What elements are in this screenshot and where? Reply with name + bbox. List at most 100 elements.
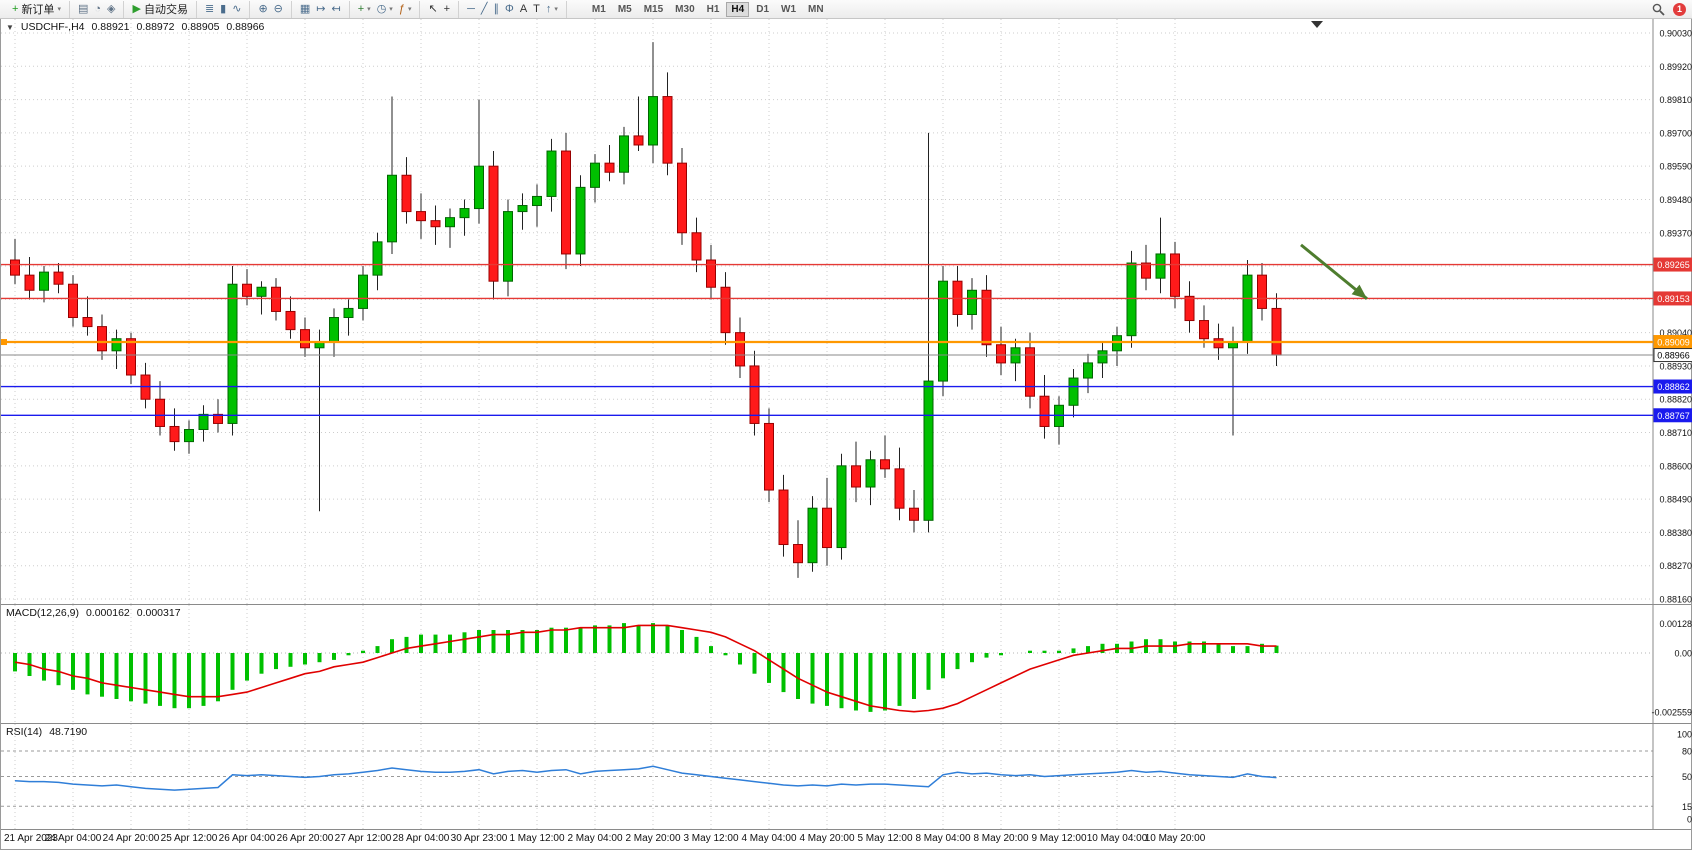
candle-up bbox=[459, 199, 470, 236]
macd-signal-line bbox=[14, 624, 1277, 713]
time-label: 2 May 20:00 bbox=[625, 833, 681, 844]
zoom-in-icon[interactable]: ⊕ bbox=[255, 1, 270, 17]
navigator-icon: ◈ bbox=[107, 2, 116, 15]
candlestick-chart-icon: ▮ bbox=[220, 2, 227, 15]
alerts-icon[interactable]: ◔ bbox=[91, 1, 104, 17]
candle-down bbox=[909, 490, 919, 533]
channel-tool-icon[interactable]: ∥ bbox=[491, 1, 503, 17]
channel-tool-icon: ∥ bbox=[493, 2, 500, 15]
time-label: 9 May 12:00 bbox=[1031, 833, 1087, 844]
chart-shift-icon[interactable]: ↤ bbox=[329, 1, 344, 17]
candlestick-chart-icon[interactable]: ▮ bbox=[217, 1, 229, 17]
timeframe-h4[interactable]: H4 bbox=[726, 1, 750, 17]
axis-label: 15 bbox=[1682, 802, 1692, 812]
chart-type-group: ≣ ▮ ∿ bbox=[197, 0, 251, 18]
time-label: 2 May 04:00 bbox=[567, 833, 623, 844]
horizontal-line-tool-icon[interactable]: ─ bbox=[464, 1, 478, 17]
chart-shift-marker[interactable] bbox=[1311, 21, 1323, 28]
time-label: 28 Apr 04:00 bbox=[392, 833, 450, 844]
dropdown-caret-icon: ▾ bbox=[407, 6, 412, 13]
time-label: 25 Apr 12:00 bbox=[160, 833, 218, 844]
timeframe-m1[interactable]: M1 bbox=[591, 3, 606, 15]
support-2-badge-label: 0.88767 bbox=[1657, 411, 1690, 421]
axis-label: 0.00 bbox=[1674, 649, 1692, 659]
auto-scroll-icon[interactable]: ↦ bbox=[313, 1, 328, 17]
auto-scroll-icon: ↦ bbox=[316, 2, 326, 15]
candle-up bbox=[532, 184, 542, 227]
candle-down bbox=[706, 244, 716, 300]
candle-down bbox=[1141, 244, 1151, 291]
indicators-icon[interactable]: ƒ ▾ bbox=[396, 1, 415, 17]
current-price-badge-label: 0.88966 bbox=[1657, 351, 1690, 361]
axis-label: 0.89700 bbox=[1659, 128, 1692, 138]
price-panel: ▼ USDCHF-,H4 0.88921 0.88972 0.88905 0.8… bbox=[1, 19, 1692, 604]
timeframe-h1[interactable]: H1 bbox=[706, 3, 720, 15]
new-chart-icon[interactable]: + ▾ bbox=[355, 1, 374, 17]
candle-down bbox=[561, 132, 571, 270]
candle-up bbox=[474, 99, 484, 224]
periods-icon: ◷ bbox=[376, 2, 387, 15]
notification-badge[interactable]: 1 bbox=[1673, 2, 1686, 16]
navigator-icon[interactable]: ◈ bbox=[104, 1, 118, 17]
rsi-line bbox=[14, 765, 1277, 791]
trendline-tool-icon[interactable]: ╱ bbox=[478, 1, 491, 17]
order-group: + 新订单 ▾ bbox=[4, 0, 70, 18]
tile-windows-icon[interactable]: ▦ bbox=[297, 1, 313, 17]
timeframe-mn[interactable]: MN bbox=[808, 3, 824, 15]
timeframe-m30[interactable]: M30 bbox=[675, 3, 695, 15]
bar-chart-icon[interactable]: ≣ bbox=[202, 1, 217, 17]
panels-group: ▤ ◔ ◈ bbox=[70, 0, 125, 18]
axis-label: 0.89590 bbox=[1659, 162, 1692, 172]
candle-down bbox=[68, 275, 78, 327]
timeframe-group: M1 M5 M15 M30 H1 H4 D1 W1 MN bbox=[581, 1, 835, 18]
zoom-tool-button[interactable] bbox=[1649, 1, 1668, 17]
candle-up bbox=[1068, 368, 1079, 418]
price-chart-canvas[interactable]: 0.90030 0.89920 0.89810 0.89700 0.89590 0.894… bbox=[1, 19, 1692, 604]
current-price-price-badge bbox=[1653, 348, 1692, 363]
chart-shift-icon: ↤ bbox=[331, 2, 341, 15]
time-label: 24 Apr 20:00 bbox=[102, 833, 160, 844]
time-axis[interactable]: 21 Apr 2023 24 Apr 04:00 24 Apr 20:00 25 Ap… bbox=[1, 829, 1691, 848]
candle-up bbox=[372, 232, 383, 291]
new-order-icon: + bbox=[12, 2, 19, 15]
fibonacci-tool-icon[interactable]: Φ bbox=[502, 1, 517, 17]
candle-down bbox=[401, 157, 412, 224]
draw-group: ─ ╱ ∥ Φ A T ↑ ▾ bbox=[459, 0, 567, 18]
arrows-tool-icon[interactable]: ↑ ▾ bbox=[543, 1, 561, 17]
bar-chart-icon: ≣ bbox=[204, 2, 215, 15]
candle-up bbox=[111, 329, 122, 369]
timeframe-d1[interactable]: D1 bbox=[756, 3, 770, 15]
axis-label: 0.88490 bbox=[1659, 495, 1692, 505]
timeframe-w1[interactable]: W1 bbox=[781, 3, 797, 15]
timeframe-m15[interactable]: M15 bbox=[643, 3, 664, 15]
label-tool-icon[interactable]: T bbox=[530, 1, 543, 17]
timeframe-m5[interactable]: M5 bbox=[617, 3, 632, 15]
axis-label: 0.88930 bbox=[1659, 361, 1692, 371]
axis-label: 0.88600 bbox=[1659, 461, 1692, 471]
cursor-icon[interactable]: ↖ bbox=[425, 1, 440, 17]
time-label: 10 May 20:00 bbox=[1144, 833, 1206, 844]
dropdown-caret-icon: ▾ bbox=[367, 6, 371, 13]
rsi-canvas[interactable]: 100 80 50 15 0 bbox=[1, 724, 1692, 829]
candle-down bbox=[53, 263, 64, 294]
candle-down bbox=[430, 205, 441, 245]
cursor-group: ↖ + bbox=[420, 0, 460, 18]
charts-profile-icon[interactable]: ▤ bbox=[75, 1, 91, 17]
candle-up bbox=[546, 138, 557, 212]
time-label: 21 Apr 2023 bbox=[4, 833, 58, 844]
crosshair-icon[interactable]: + bbox=[441, 1, 453, 17]
candle-down bbox=[140, 362, 151, 409]
candle-down bbox=[604, 144, 615, 182]
auto-trading-button[interactable]: ▶ 自动交易 bbox=[129, 1, 190, 17]
periods-icon[interactable]: ◷ ▾ bbox=[374, 1, 396, 17]
candle-up bbox=[227, 266, 238, 436]
candle-down bbox=[749, 350, 760, 436]
zoom-out-icon[interactable]: ⊖ bbox=[271, 1, 286, 17]
new-order-button[interactable]: + 新订单 ▾ bbox=[9, 1, 64, 17]
candle-up bbox=[1155, 217, 1166, 294]
text-tool-icon[interactable]: A bbox=[517, 1, 530, 17]
line-chart-icon[interactable]: ∿ bbox=[229, 1, 244, 17]
macd-canvas[interactable]: 0.00128 0.00 -0.002559 bbox=[1, 605, 1692, 723]
pivot-line-handle[interactable] bbox=[1, 339, 7, 346]
candle-up bbox=[329, 308, 339, 357]
